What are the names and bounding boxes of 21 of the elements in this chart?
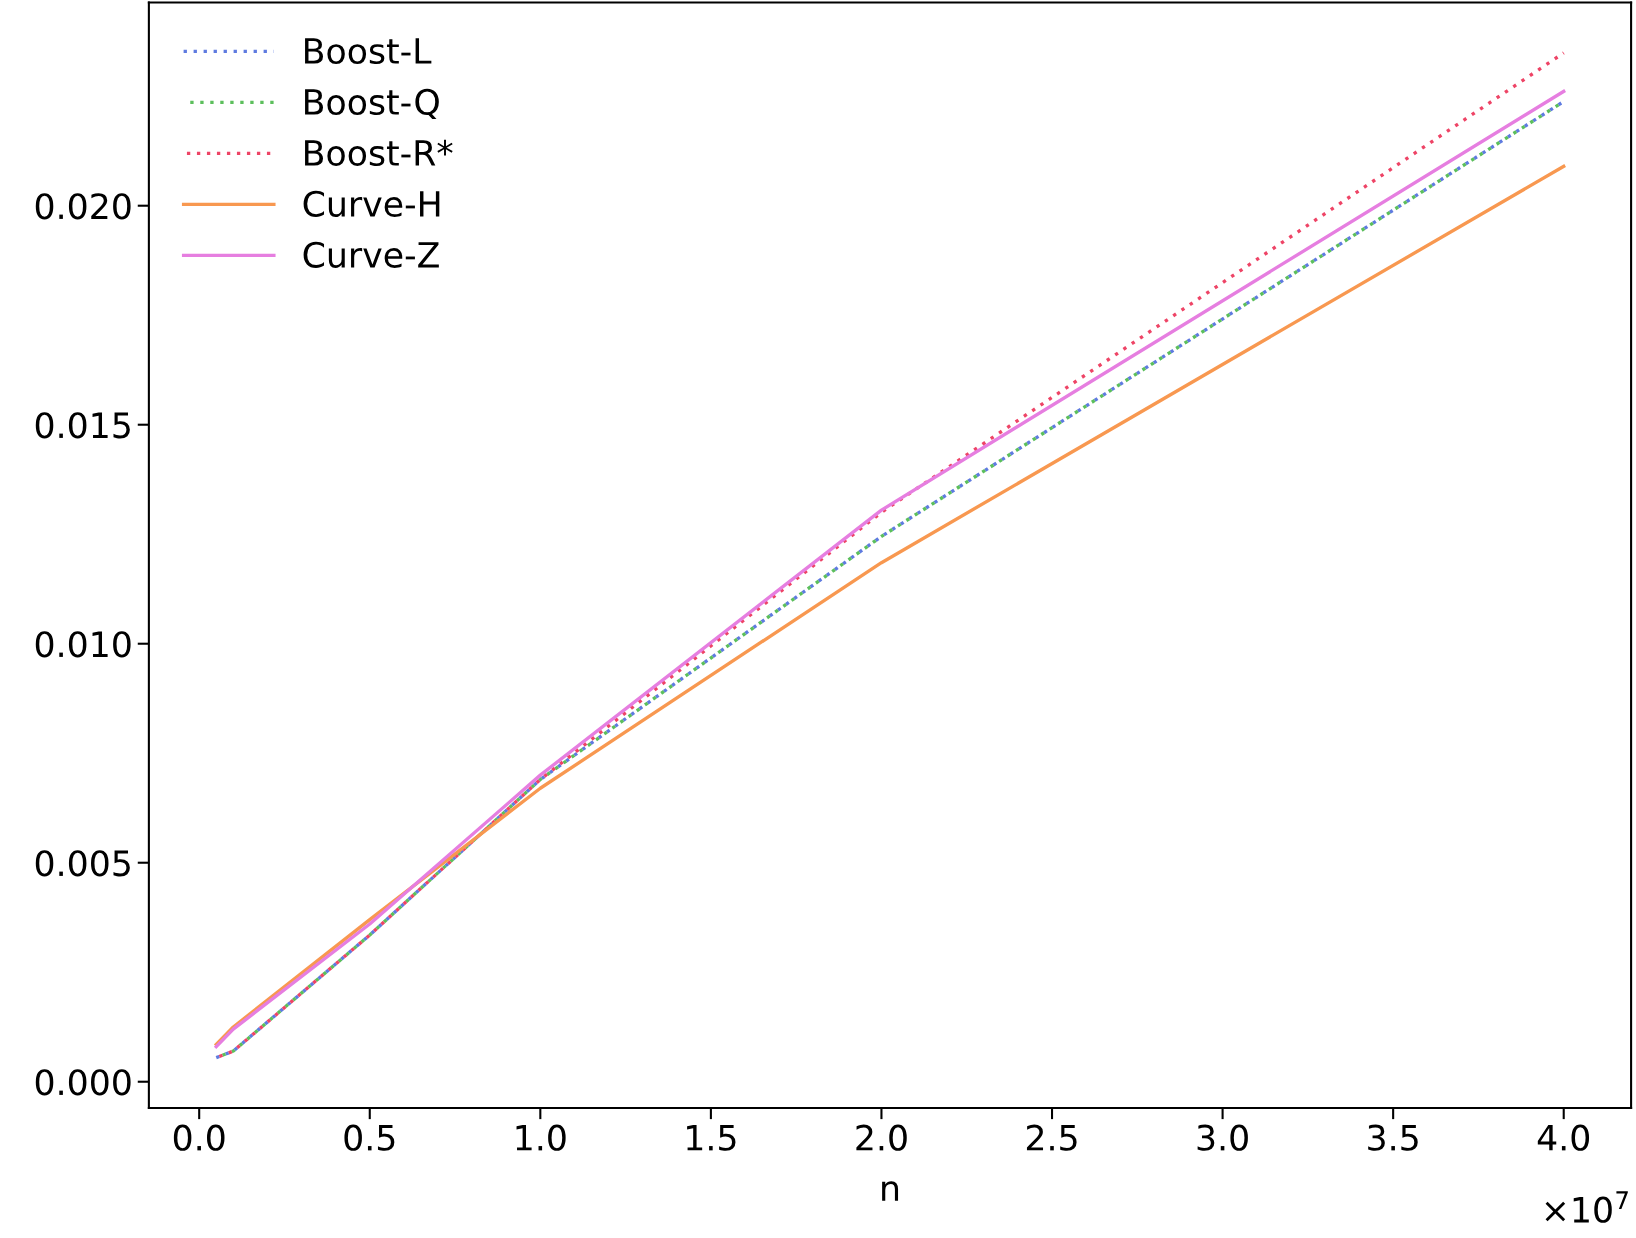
x-tick-label: 1.0 <box>516 1124 566 1151</box>
x-tick-label: 0.5 <box>344 1124 395 1151</box>
y-tick-label: 0.005 <box>35 850 130 877</box>
legend-label: Boost-R* <box>305 139 453 167</box>
legend-label: Curve-Z <box>303 241 439 268</box>
y-tick-label: 0.015 <box>35 412 130 439</box>
x-tick-label: 3.0 <box>1197 1124 1248 1151</box>
y-tick-label: 0.000 <box>35 1069 131 1096</box>
y-tick-label: 0.020 <box>35 193 131 220</box>
x-tick-label: 1.5 <box>687 1125 736 1151</box>
text: ×10$^{7}$ <box>1545 1191 1628 1223</box>
x-tick-label: 0.0 <box>173 1124 225 1151</box>
x-tick-label: 2.0 <box>856 1124 907 1151</box>
legend-label: Boost-L <box>305 38 432 65</box>
y-tick-label: 0.010 <box>35 631 131 658</box>
x-axis-title: n <box>882 1181 899 1201</box>
x-tick-label: 2.5 <box>1026 1124 1077 1151</box>
legend-label: Boost-Q <box>305 88 439 120</box>
x-tick-label: 3.5 <box>1368 1124 1418 1151</box>
legend-label: Curve-H <box>303 190 440 217</box>
x-tick-label: 4.0 <box>1537 1124 1590 1151</box>
